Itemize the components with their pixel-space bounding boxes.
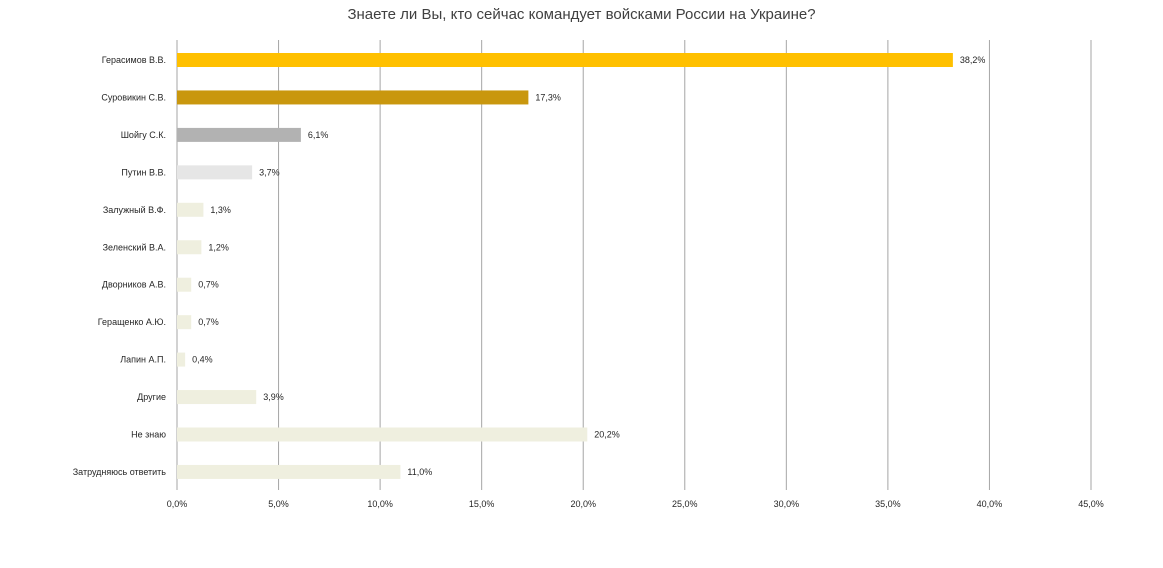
x-tick-label: 40,0% bbox=[977, 499, 1003, 509]
category-label: Геращенко А.Ю. bbox=[98, 317, 166, 327]
data-label: 0,4% bbox=[192, 355, 213, 365]
data-label: 6,1% bbox=[308, 130, 329, 140]
data-label: 3,7% bbox=[259, 167, 280, 177]
x-tick-label: 10,0% bbox=[367, 499, 393, 509]
bar bbox=[177, 277, 192, 292]
x-tick-label: 45,0% bbox=[1078, 499, 1104, 509]
bar bbox=[177, 165, 253, 180]
x-tick-label: 25,0% bbox=[672, 499, 698, 509]
bar bbox=[177, 315, 192, 330]
bar bbox=[177, 427, 588, 442]
category-label: Залужный В.Ф. bbox=[103, 205, 166, 215]
category-label: Путин В.В. bbox=[121, 167, 166, 177]
category-label: Лапин А.П. bbox=[120, 355, 166, 365]
chart-title: Знаете ли Вы, кто сейчас командует войск… bbox=[347, 6, 816, 23]
data-label: 3,9% bbox=[263, 392, 284, 402]
data-label: 11,0% bbox=[407, 467, 432, 477]
category-label: Суровикин С.В. bbox=[101, 92, 166, 102]
bar bbox=[177, 127, 301, 142]
category-label: Шойгу С.К. bbox=[121, 130, 166, 140]
gridlines bbox=[176, 40, 1092, 490]
x-tick-label: 15,0% bbox=[469, 499, 495, 509]
bar bbox=[177, 352, 186, 367]
category-label: Не знаю bbox=[131, 430, 166, 440]
data-label: 20,2% bbox=[594, 430, 620, 440]
category-label: Дворников А.В. bbox=[102, 280, 166, 290]
data-label: 1,3% bbox=[210, 205, 231, 215]
data-label: 0,7% bbox=[198, 280, 219, 290]
category-label: Другие bbox=[137, 392, 166, 402]
data-label: 38,2% bbox=[960, 55, 986, 65]
bar bbox=[177, 202, 204, 217]
x-tick-label: 20,0% bbox=[570, 499, 596, 509]
bar bbox=[177, 240, 202, 255]
x-tick-label: 30,0% bbox=[774, 499, 800, 509]
x-tick-label: 5,0% bbox=[268, 499, 289, 509]
bars bbox=[177, 53, 953, 479]
bar bbox=[177, 53, 953, 67]
x-tick-label: 35,0% bbox=[875, 499, 901, 509]
data-label: 1,2% bbox=[208, 242, 229, 252]
labels: 0,0% 5,0% 10,0% 15,0% 20,0% 25,0% 30,0% 35,0% 40… bbox=[73, 55, 1104, 509]
category-label: Герасимов В.В. bbox=[102, 55, 166, 65]
bar bbox=[177, 90, 529, 105]
bar bbox=[177, 464, 401, 479]
bar bbox=[177, 390, 257, 405]
category-label: Зеленский В.А. bbox=[103, 242, 166, 252]
data-label: 0,7% bbox=[198, 317, 219, 327]
data-label: 17,3% bbox=[535, 92, 561, 102]
category-label: Затрудняюсь ответить bbox=[73, 467, 167, 477]
x-tick-label: 0,0% bbox=[167, 499, 188, 509]
